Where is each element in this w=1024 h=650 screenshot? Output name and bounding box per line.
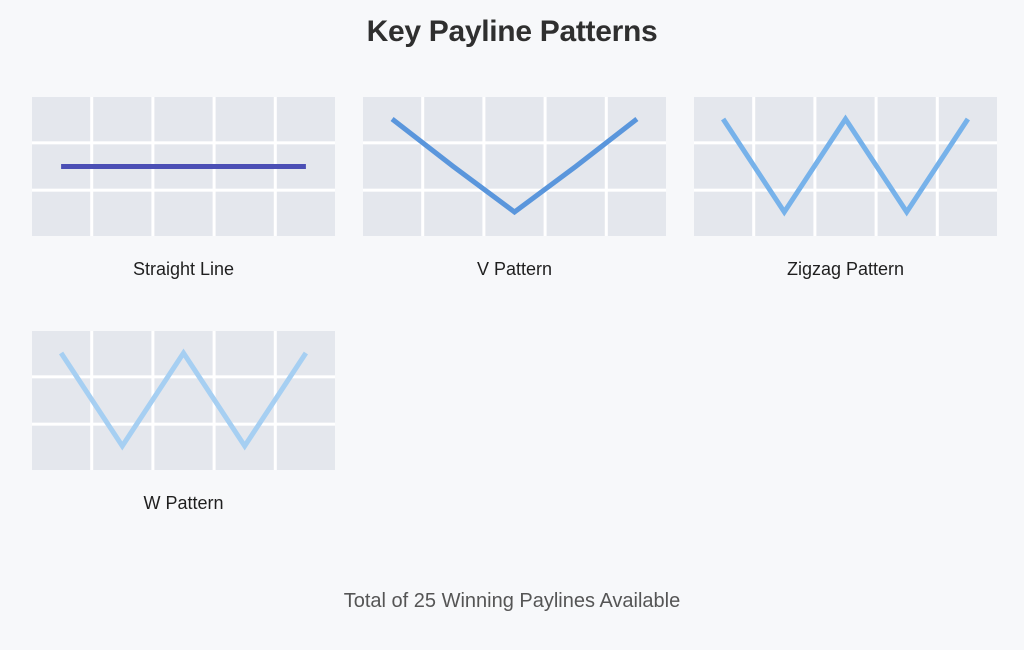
reel-cell [93, 191, 152, 236]
reel-cell [93, 331, 152, 376]
reel-cell [938, 191, 997, 236]
reel-cell [694, 191, 753, 236]
reel-cell [424, 97, 483, 142]
reel-cell [816, 191, 875, 236]
reel-cell [546, 191, 605, 236]
reel-grid [32, 97, 335, 236]
reel-cell [877, 97, 936, 142]
reel-cell [32, 425, 91, 470]
pattern-label: W Pattern [143, 493, 224, 513]
reel-cell [215, 97, 274, 142]
reel-cell [32, 191, 91, 236]
reel-cell [276, 97, 335, 142]
reel-grid [363, 97, 666, 236]
pattern-label: Zigzag Pattern [786, 259, 905, 279]
pattern-label: Straight Line [132, 259, 235, 279]
reel-cell [32, 97, 91, 142]
reel-cell [485, 97, 544, 142]
reel-cell [363, 191, 422, 236]
paylines-total-text: Total of 25 Winning Paylines Available [343, 590, 681, 612]
page-title: Key Payline Patterns [366, 15, 658, 48]
reel-cell [363, 144, 422, 189]
reel-grid [32, 331, 335, 470]
reel-cell [276, 191, 335, 236]
reel-cell [485, 144, 544, 189]
reel-cell [154, 191, 213, 236]
reel-cell [607, 191, 666, 236]
reel-cell [93, 97, 152, 142]
reel-cell [424, 191, 483, 236]
payline-path [59, 348, 308, 451]
reel-cell [607, 144, 666, 189]
reel-cell [755, 97, 814, 142]
reel-grid [694, 97, 997, 236]
reel-cell [276, 425, 335, 470]
payline-path [721, 114, 970, 217]
reel-cell [154, 425, 213, 470]
reel-cell [154, 97, 213, 142]
payline-path [390, 117, 639, 216]
reel-cell [215, 331, 274, 376]
reel-cell [546, 97, 605, 142]
reel-cell [215, 191, 274, 236]
pattern-label: V Pattern [476, 259, 553, 279]
